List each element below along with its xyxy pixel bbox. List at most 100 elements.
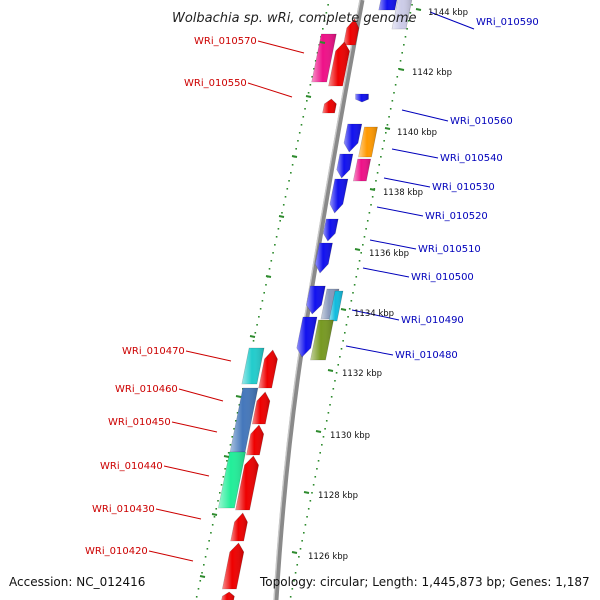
ring-dot: [322, 436, 325, 438]
ring-dot: [322, 28, 324, 30]
leader-line: [429, 11, 475, 30]
ring-dot: [296, 564, 299, 566]
ring-dot: [398, 68, 400, 70]
tick-mark: [340, 308, 347, 311]
ring-dot: [275, 236, 278, 238]
ring-dot: [256, 324, 258, 326]
gene-label-reverse[interactable]: WRi_010570: [194, 36, 257, 47]
ring-dot: [299, 548, 302, 550]
gene-label-reverse[interactable]: WRi_010440: [100, 461, 163, 472]
ring-dot: [384, 132, 387, 134]
ring-dot: [298, 132, 301, 134]
gene-feature-shading: [311, 34, 337, 82]
ring-dot: [319, 452, 321, 454]
ring-dot: [348, 308, 351, 310]
gene-label-reverse[interactable]: WRi_010550: [184, 78, 247, 89]
gene-feature-shading: [343, 19, 359, 45]
leader-line: [383, 177, 431, 188]
ring-dot: [378, 164, 381, 166]
leader-line: [178, 388, 224, 402]
ring-dot: [327, 412, 330, 414]
gene-label-reverse[interactable]: WRi_010430: [92, 504, 155, 515]
tick-label: 1142 kbp: [412, 68, 452, 78]
ring-dot: [298, 556, 300, 558]
gene-label-forward[interactable]: WRi_010590: [476, 17, 539, 28]
ring-dot: [240, 396, 242, 398]
ring-dot: [302, 116, 305, 118]
tick-label: 1136 kbp: [369, 249, 409, 259]
ring-dot: [376, 172, 379, 174]
gene-label-forward[interactable]: WRi_010520: [425, 211, 488, 222]
ring-dot: [321, 444, 323, 446]
gene-features: [218, 0, 413, 600]
gene-feature-shading: [353, 159, 371, 181]
tick-mark: [249, 335, 256, 338]
gene-feature-shading: [218, 452, 246, 508]
gene-label-forward[interactable]: WRi_010530: [432, 182, 495, 193]
gene-label-reverse[interactable]: WRi_010450: [108, 417, 171, 428]
leader-line: [391, 148, 439, 159]
tick-mark: [303, 491, 310, 494]
gene-feature-shading: [323, 219, 339, 241]
ring-dot: [389, 108, 392, 110]
gene-label-reverse[interactable]: WRi_010420: [85, 546, 148, 557]
gene-feature-shading: [230, 513, 248, 541]
ring-dot: [342, 340, 344, 342]
tick-mark: [415, 8, 422, 11]
gene-leader-lines: [148, 11, 475, 562]
gene-label-forward[interactable]: WRi_010500: [411, 272, 474, 283]
ring-dot: [254, 332, 257, 334]
ring-dot: [213, 516, 216, 518]
tick-label: 1144 kbp: [428, 8, 468, 18]
ring-dot: [304, 108, 306, 110]
ring-dot: [363, 236, 366, 238]
ring-dot: [261, 300, 264, 302]
ring-dot: [311, 492, 313, 494]
tick-mark: [223, 455, 230, 458]
leader-line: [257, 40, 305, 54]
ring-dot: [199, 580, 202, 582]
ring-dot: [352, 292, 354, 294]
ring-dot: [206, 548, 209, 550]
ring-dot: [339, 356, 341, 358]
leader-line: [345, 345, 394, 356]
gene-feature-shading: [296, 317, 317, 357]
gene-label-forward[interactable]: WRi_010510: [418, 244, 481, 255]
ring-dot: [347, 316, 349, 318]
gene-label-reverse[interactable]: WRi_010460: [115, 384, 178, 395]
ring-dot: [306, 100, 308, 102]
gene-feature-shading: [258, 350, 278, 388]
ring-dot: [284, 196, 287, 198]
ring-dot: [370, 204, 372, 206]
ring-dot: [332, 388, 335, 390]
gene-feature-shading: [221, 592, 235, 600]
ring-dot: [281, 212, 283, 214]
ring-dot: [313, 68, 315, 70]
ring-dot: [316, 52, 319, 54]
ring-dot: [314, 60, 317, 62]
gene-label-forward[interactable]: WRi_010540: [440, 153, 503, 164]
ring-dot: [325, 420, 328, 422]
ring-dot: [358, 260, 361, 262]
gene-label-reverse[interactable]: WRi_010470: [122, 346, 185, 357]
tick-mark: [291, 551, 298, 554]
ring-dot: [265, 284, 267, 286]
ring-dot: [391, 100, 394, 102]
ring-dot: [229, 444, 232, 446]
map-title: Wolbachia sp. wRi, complete genome: [172, 11, 417, 26]
tick-mark: [291, 155, 298, 158]
ring-dot: [314, 476, 317, 478]
ring-dot: [302, 532, 305, 534]
gene-label-forward[interactable]: WRi_010480: [395, 350, 458, 361]
ring-dot: [396, 76, 399, 78]
gene-feature-shading: [306, 286, 326, 314]
ring-dot: [365, 228, 367, 230]
ring-dot: [386, 124, 389, 126]
tick-label: 1138 kbp: [383, 188, 423, 198]
gene-label-forward[interactable]: WRi_010490: [401, 315, 464, 326]
ring-dot: [368, 212, 371, 214]
tick-mark: [354, 248, 361, 251]
gene-label-forward[interactable]: WRi_010560: [450, 116, 513, 127]
tick-mark: [369, 188, 376, 191]
